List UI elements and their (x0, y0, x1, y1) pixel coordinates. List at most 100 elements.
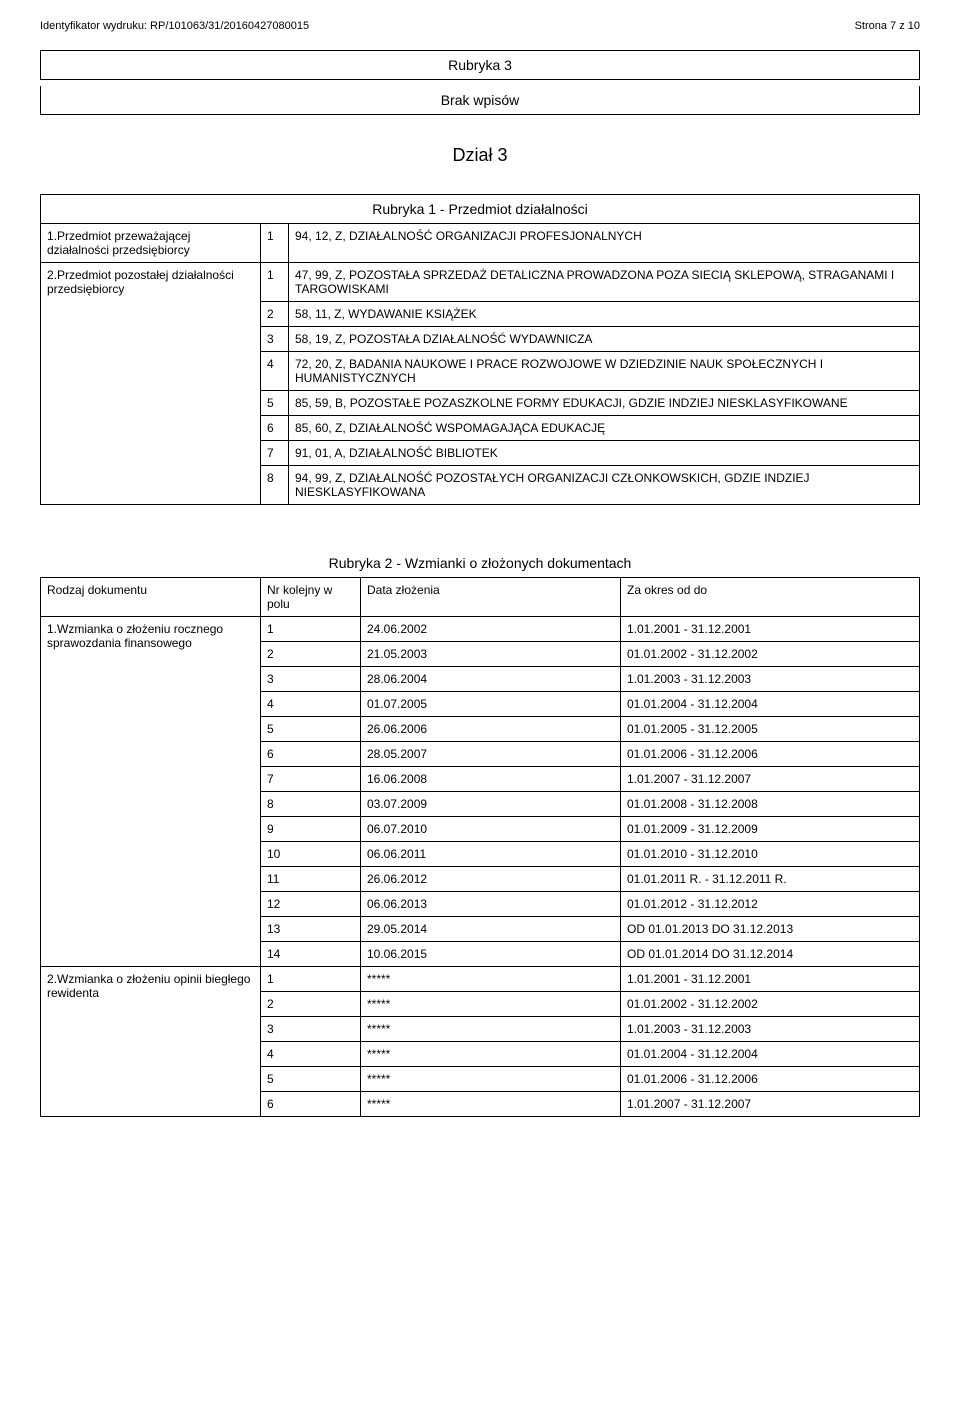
activity-index: 1 (261, 224, 289, 263)
activity-text: 85, 60, Z, DZIAŁALNOŚĆ WSPOMAGAJĄCA EDUK… (289, 416, 920, 441)
rubryka1-title: Rubryka 1 - Przedmiot działalności (40, 194, 920, 223)
activity-text: 47, 99, Z, POZOSTAŁA SPRZEDAŻ DETALICZNA… (289, 263, 920, 302)
doc-period: 01.01.2011 R. - 31.12.2011 R. (621, 867, 920, 892)
activity-text: 85, 59, B, POZOSTAŁE POZASZKOLNE FORMY E… (289, 391, 920, 416)
doc-period: OD 01.01.2013 DO 31.12.2013 (621, 917, 920, 942)
doc-index: 3 (261, 1017, 361, 1042)
page-number: Strona 7 z 10 (855, 20, 920, 32)
doc-index: 6 (261, 1092, 361, 1117)
activity-label: 2.Przedmiot pozostałej działalności prze… (41, 263, 261, 505)
dzial3-heading: Dział 3 (40, 145, 920, 166)
rubryka3-title: Rubryka 3 (40, 50, 920, 80)
doc-date: 28.06.2004 (361, 667, 621, 692)
page-header: Identyfikator wydruku: RP/101063/31/2016… (40, 20, 920, 32)
doc-period: 01.01.2002 - 31.12.2002 (621, 992, 920, 1017)
doc-date: ***** (361, 1042, 621, 1067)
activity-index: 3 (261, 327, 289, 352)
activity-index: 1 (261, 263, 289, 302)
doc-index: 12 (261, 892, 361, 917)
doc-index: 10 (261, 842, 361, 867)
doc-index: 1 (261, 967, 361, 992)
doc-date: ***** (361, 1092, 621, 1117)
doc-index: 3 (261, 667, 361, 692)
activity-index: 6 (261, 416, 289, 441)
doc-index: 2 (261, 992, 361, 1017)
doc-index: 9 (261, 817, 361, 842)
rubryka2-table: Rodzaj dokumentu Nr kolejny w polu Data … (40, 577, 920, 1117)
doc-period: 01.01.2004 - 31.12.2004 (621, 692, 920, 717)
rubryka1-table: 1.Przedmiot przeważającej działalności p… (40, 223, 920, 505)
doc-date: 06.06.2013 (361, 892, 621, 917)
doc-index: 13 (261, 917, 361, 942)
doc-date: 10.06.2015 (361, 942, 621, 967)
doc-period: 1.01.2007 - 31.12.2007 (621, 1092, 920, 1117)
doc-index: 8 (261, 792, 361, 817)
activity-text: 72, 20, Z, BADANIA NAUKOWE I PRACE ROZWO… (289, 352, 920, 391)
doc-period: 01.01.2004 - 31.12.2004 (621, 1042, 920, 1067)
doc-period: OD 01.01.2014 DO 31.12.2014 (621, 942, 920, 967)
page: Identyfikator wydruku: RP/101063/31/2016… (0, 0, 960, 1157)
doc-date: 28.05.2007 (361, 742, 621, 767)
doc-date: ***** (361, 1017, 621, 1042)
doc-date: 06.06.2011 (361, 842, 621, 867)
activity-text: 94, 99, Z, DZIAŁALNOŚĆ POZOSTAŁYCH ORGAN… (289, 466, 920, 505)
doc-period: 01.01.2009 - 31.12.2009 (621, 817, 920, 842)
rubryka2-row: 2.Wzmianka o złożeniu opinii biegłego re… (41, 967, 920, 992)
activity-text: 58, 19, Z, POZOSTAŁA DZIAŁALNOŚĆ WYDAWNI… (289, 327, 920, 352)
doc-index: 6 (261, 742, 361, 767)
col-data: Data złożenia (361, 578, 621, 617)
doc-period: 1.01.2007 - 31.12.2007 (621, 767, 920, 792)
doc-index: 4 (261, 1042, 361, 1067)
doc-period: 01.01.2002 - 31.12.2002 (621, 642, 920, 667)
document-type-label: 2.Wzmianka o złożeniu opinii biegłego re… (41, 967, 261, 1117)
doc-date: 26.06.2012 (361, 867, 621, 892)
document-type-label: 1.Wzmianka o złożeniu rocznego sprawozda… (41, 617, 261, 967)
rubryka2-title: Rubryka 2 - Wzmianki o złożonych dokumen… (40, 555, 920, 571)
activity-text: 94, 12, Z, DZIAŁALNOŚĆ ORGANIZACJI PROFE… (289, 224, 920, 263)
col-rodzaj: Rodzaj dokumentu (41, 578, 261, 617)
activity-index: 7 (261, 441, 289, 466)
activity-label: 1.Przedmiot przeważającej działalności p… (41, 224, 261, 263)
activity-index: 8 (261, 466, 289, 505)
doc-period: 01.01.2006 - 31.12.2006 (621, 1067, 920, 1092)
print-identifier: Identyfikator wydruku: RP/101063/31/2016… (40, 20, 309, 32)
doc-date: 24.06.2002 (361, 617, 621, 642)
doc-index: 7 (261, 767, 361, 792)
doc-index: 1 (261, 617, 361, 642)
doc-date: 03.07.2009 (361, 792, 621, 817)
doc-date: ***** (361, 992, 621, 1017)
doc-period: 1.01.2003 - 31.12.2003 (621, 667, 920, 692)
doc-index: 11 (261, 867, 361, 892)
doc-period: 1.01.2003 - 31.12.2003 (621, 1017, 920, 1042)
doc-date: ***** (361, 1067, 621, 1092)
doc-date: 16.06.2008 (361, 767, 621, 792)
rubryka2-row: 1.Wzmianka o złożeniu rocznego sprawozda… (41, 617, 920, 642)
activity-index: 4 (261, 352, 289, 391)
doc-index: 2 (261, 642, 361, 667)
doc-period: 01.01.2006 - 31.12.2006 (621, 742, 920, 767)
doc-period: 1.01.2001 - 31.12.2001 (621, 617, 920, 642)
doc-index: 5 (261, 717, 361, 742)
doc-date: 26.06.2006 (361, 717, 621, 742)
doc-date: 21.05.2003 (361, 642, 621, 667)
doc-period: 01.01.2012 - 31.12.2012 (621, 892, 920, 917)
doc-date: ***** (361, 967, 621, 992)
activity-index: 2 (261, 302, 289, 327)
doc-period: 01.01.2005 - 31.12.2005 (621, 717, 920, 742)
rubryka1-row: 1.Przedmiot przeważającej działalności p… (41, 224, 920, 263)
doc-date: 06.07.2010 (361, 817, 621, 842)
doc-index: 5 (261, 1067, 361, 1092)
rubryka1-row: 2.Przedmiot pozostałej działalności prze… (41, 263, 920, 302)
doc-index: 14 (261, 942, 361, 967)
doc-period: 01.01.2008 - 31.12.2008 (621, 792, 920, 817)
col-okres: Za okres od do (621, 578, 920, 617)
doc-date: 29.05.2014 (361, 917, 621, 942)
col-nr: Nr kolejny w polu (261, 578, 361, 617)
rubryka2-header-row: Rodzaj dokumentu Nr kolejny w polu Data … (41, 578, 920, 617)
activity-index: 5 (261, 391, 289, 416)
doc-period: 1.01.2001 - 31.12.2001 (621, 967, 920, 992)
doc-period: 01.01.2010 - 31.12.2010 (621, 842, 920, 867)
activity-text: 58, 11, Z, WYDAWANIE KSIĄŻEK (289, 302, 920, 327)
rubryka3-empty: Brak wpisów (40, 86, 920, 115)
activity-text: 91, 01, A, DZIAŁALNOŚĆ BIBLIOTEK (289, 441, 920, 466)
